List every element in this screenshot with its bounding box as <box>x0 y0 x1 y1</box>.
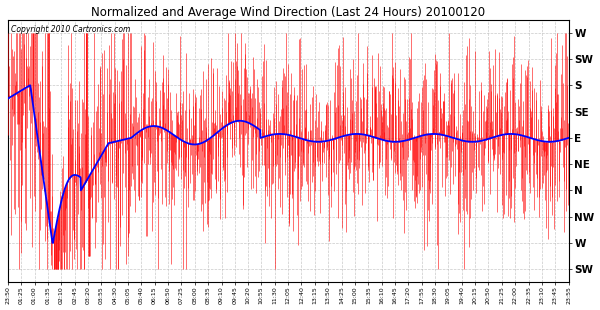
Title: Normalized and Average Wind Direction (Last 24 Hours) 20100120: Normalized and Average Wind Direction (L… <box>91 6 485 19</box>
Text: Copyright 2010 Cartronics.com: Copyright 2010 Cartronics.com <box>11 25 130 34</box>
